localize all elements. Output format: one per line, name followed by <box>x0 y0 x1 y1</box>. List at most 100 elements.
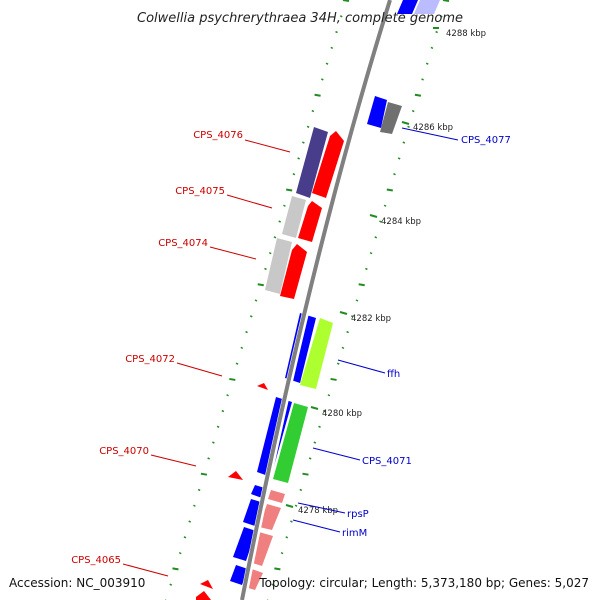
tick-ring-inner-mark <box>235 362 239 365</box>
gene-feature-top-lightblue[interactable] <box>414 0 440 14</box>
tick-ring-inner-mark <box>229 377 236 381</box>
tick-ring-inner-mark <box>226 394 229 397</box>
tick-ring-outer-mark <box>280 551 284 555</box>
scale-label-4286: 4286 kbp <box>413 123 453 133</box>
tick-ring-outer-mark <box>341 346 345 350</box>
tick-ring-outer-mark <box>379 220 382 223</box>
tick-ring-inner-mark <box>245 330 248 334</box>
scale-labels: 4288 kbp 4286 kbp 4284 kbp 4282 kbp 4280… <box>285 27 486 516</box>
scale-tick-4284 <box>369 214 378 218</box>
tick-ring-inner-mark <box>172 567 179 571</box>
gene-feature-cps4076-purple[interactable] <box>296 127 328 198</box>
tick-ring-outer-mark <box>308 457 312 460</box>
gene-label-cps4070[interactable]: CPS_4070 <box>99 446 149 457</box>
genome-backbone-line <box>240 0 392 600</box>
gene-feature-cps4074-gray[interactable] <box>265 238 292 294</box>
tick-ring-inner-mark <box>207 457 210 460</box>
gene-feature-rimM-pink[interactable] <box>259 504 281 530</box>
tick-ring-outer-mark <box>285 536 289 539</box>
tick-ring-inner-mark <box>278 220 282 223</box>
gene-label-cps4075[interactable]: CPS_4075 <box>175 186 225 197</box>
gene-label-ffh[interactable]: ffh <box>387 369 400 380</box>
tick-ring-inner-mark <box>273 236 277 239</box>
tick-ring-outer-mark <box>299 488 303 492</box>
tick-ring-outer-mark <box>294 504 298 507</box>
tick-ring-inner-mark <box>268 251 272 255</box>
tick-ring-inner-mark <box>221 409 225 413</box>
leader-cps4077 <box>401 127 459 141</box>
gene-feature-cps4076-red[interactable] <box>312 131 344 198</box>
scale-label-4284: 4284 kbp <box>381 217 421 227</box>
leader-cps4075 <box>226 194 273 209</box>
scale-label-4282: 4282 kbp <box>351 314 391 324</box>
scale-label-4288: 4288 kbp <box>446 29 486 39</box>
scale-tick-4280 <box>310 406 319 410</box>
gene-label-cps4065[interactable]: CPS_4065 <box>71 555 121 566</box>
gene-feature-rpsP-pink[interactable] <box>268 490 285 503</box>
scale-tick-4278 <box>285 504 294 508</box>
gene-feature-cps4077-blue[interactable] <box>367 96 387 128</box>
tick-ring-outer-mark <box>322 409 326 413</box>
gene-label-cps4072[interactable]: CPS_4072 <box>125 354 175 365</box>
tick-ring-outer-mark <box>358 283 365 287</box>
tick-ring-outer-mark <box>386 188 393 192</box>
gene-feature-cps4075-red[interactable] <box>298 201 322 242</box>
gene-label-cps4071[interactable]: CPS_4071 <box>362 456 412 467</box>
tick-ring-outer-mark <box>374 236 378 239</box>
gene-feature-cps4072-red[interactable] <box>257 383 268 390</box>
tick-ring-outer-mark <box>271 583 275 586</box>
gene-feature-cps4071-green[interactable] <box>273 403 308 483</box>
tick-ring-inner-mark <box>197 488 201 492</box>
gene-label-cps4077[interactable]: CPS_4077 <box>461 135 511 146</box>
tick-ring-outer-mark <box>425 62 429 65</box>
gene-label-cps4074[interactable]: CPS_4074 <box>158 238 208 249</box>
leader-cps4065 <box>122 563 169 577</box>
tick-ring-outer-mark <box>274 567 281 571</box>
tick-ring-outer-mark <box>393 173 396 176</box>
tick-ring-outer-mark <box>302 472 309 476</box>
tick-ring-outer-mark <box>439 15 443 18</box>
leader-cps4074 <box>209 246 257 260</box>
tick-ring-inner-mark <box>320 78 324 81</box>
tick-ring-inner-mark <box>335 30 338 34</box>
leader-ffh <box>337 359 386 374</box>
tick-ring-inner-mark <box>285 188 293 192</box>
tick-ring-inner-mark <box>240 346 244 350</box>
scale-label-4278: 4278 kbp <box>298 506 338 516</box>
gene-feature-ffh-lime[interactable] <box>300 318 333 389</box>
scale-label-4280: 4280 kbp <box>322 409 362 419</box>
tick-ring-inner-mark <box>212 441 215 444</box>
tick-ring-outer-mark <box>383 204 387 207</box>
scale-tick-4286 <box>401 121 410 125</box>
tick-ring-inner-mark <box>342 0 350 2</box>
tick-ring-inner-mark <box>306 125 310 128</box>
gene-feature-cps4077-gray[interactable] <box>380 102 402 134</box>
gene-feature-bottom-edge-red[interactable] <box>196 591 211 600</box>
tick-ring-outer-mark <box>411 109 415 113</box>
gene-feature-cps4074-red[interactable] <box>280 244 307 299</box>
gene-label-rpsP[interactable]: rpsP <box>347 509 369 520</box>
gene-label-rimM[interactable]: rimM <box>342 528 367 539</box>
tick-ring-inner-mark <box>193 504 196 507</box>
gene-feature-cps4075-gray[interactable] <box>282 196 306 238</box>
gene-feature-cps4065-red[interactable] <box>200 580 213 589</box>
tick-ring-inner-mark <box>257 283 264 287</box>
label-leader-lines <box>122 127 459 577</box>
tick-ring-inner-mark <box>216 425 220 428</box>
tick-ring-inner-mark <box>339 15 343 18</box>
tick-ring-outer-mark <box>346 330 349 334</box>
scale-tick-4282 <box>339 311 348 315</box>
tick-ring-outer-mark <box>355 299 359 302</box>
gene-label-cps4076[interactable]: CPS_4076 <box>193 130 243 141</box>
tick-ring-inner-mark <box>302 141 305 144</box>
tick-ring-outer-mark <box>330 377 337 381</box>
gene-feature-top-blue[interactable] <box>397 0 418 14</box>
tick-ring-inner-mark <box>292 173 296 176</box>
gene-feature-cps4070-red[interactable] <box>228 471 243 480</box>
gene-labels: CPS_4077 ffh CPS_4071 rpsP rimM CPS_4076… <box>71 130 511 566</box>
tick-ring-outer-mark <box>290 520 293 523</box>
tick-ring-outer-mark <box>327 394 331 397</box>
tick-ring-inner-mark <box>264 267 267 271</box>
gene-feature-lower-blue[interactable] <box>233 527 256 561</box>
map-title: Colwellia psychrerythraea 34H, complete … <box>137 11 463 26</box>
